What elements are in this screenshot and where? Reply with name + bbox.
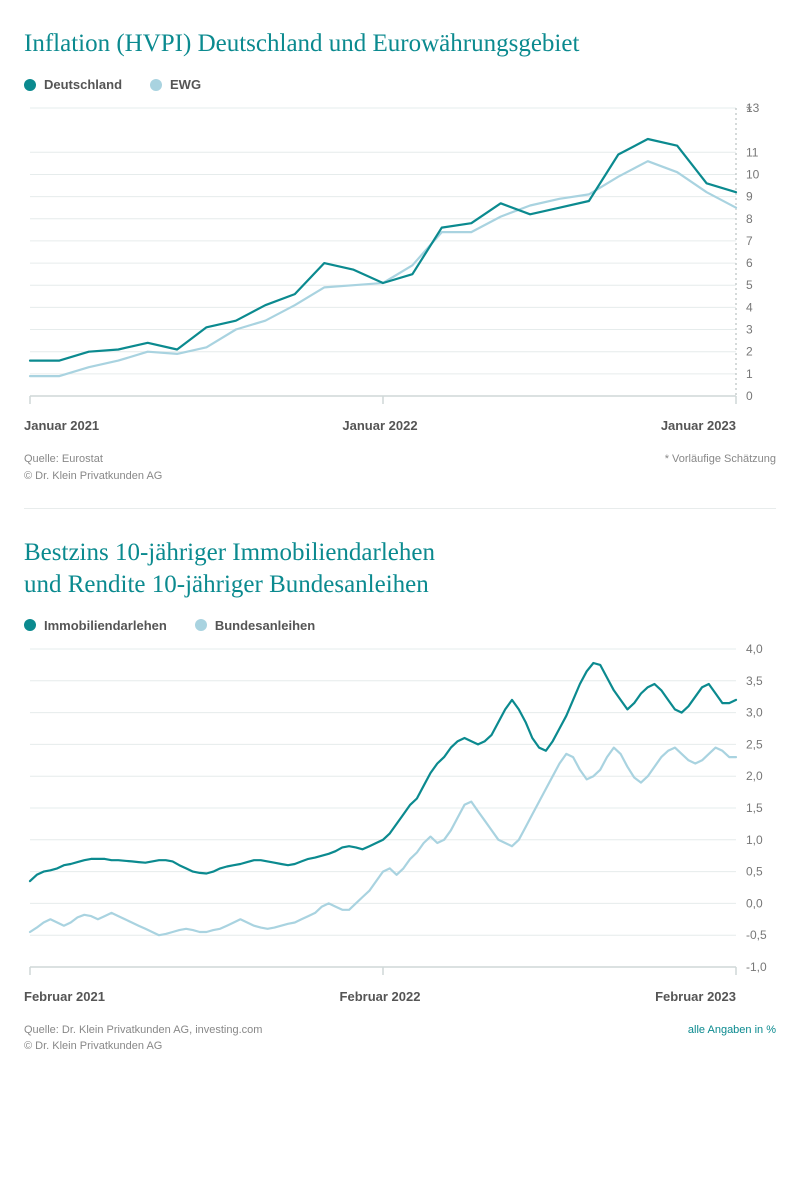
chart-b-plot: -1,0 -0,5 0,0 0,5 1,0 1,5 2,0 2,5 3,0 3,5 4,0 Febr…	[24, 643, 776, 1004]
svg-text:*: *	[746, 103, 752, 120]
chart-b-xlabel-2: Februar 2023	[655, 989, 736, 1004]
legend-swatch-immobiliendarlehen	[24, 619, 36, 631]
legend-label-ewg: EWG	[170, 77, 201, 92]
svg-text:5: 5	[746, 278, 753, 292]
chart-a-xlabels: Januar 2021 Januar 2022 Januar 2023	[24, 418, 776, 433]
chart-b-xlabel-0: Februar 2021	[24, 989, 105, 1004]
chart-a-xlabel-2: Januar 2023	[661, 418, 736, 433]
chart-b-xlabel-1: Februar 2022	[340, 989, 421, 1004]
chart-a-source: Quelle: Eurostat © Dr. Klein Privatkunde…	[24, 451, 162, 484]
svg-text:1,0: 1,0	[746, 833, 763, 847]
svg-text:8: 8	[746, 212, 753, 226]
svg-text:2: 2	[746, 345, 753, 359]
legend-swatch-bundesanleihen	[195, 619, 207, 631]
svg-text:0,5: 0,5	[746, 864, 763, 878]
chart-b-svg: -1,0 -0,5 0,0 0,5 1,0 1,5 2,0 2,5 3,0 3,5 4,0	[24, 643, 776, 983]
svg-text:9: 9	[746, 190, 753, 204]
svg-text:6: 6	[746, 256, 753, 270]
svg-text:11: 11	[746, 146, 759, 160]
chart-a-xlabel-1: Januar 2022	[342, 418, 417, 433]
svg-text:0: 0	[746, 389, 753, 403]
chart-b-legend: Immobiliendarlehen Bundesanleihen	[24, 618, 776, 633]
legend-label-immobiliendarlehen: Immobiliendarlehen	[44, 618, 167, 633]
chart-b-xlabels: Februar 2021 Februar 2022 Februar 2023	[24, 989, 776, 1004]
chart-a-svg: 0123456789101113*	[24, 102, 776, 412]
chart-a-note: * Vorläufige Schätzung	[665, 451, 776, 468]
legend-item-deutschland: Deutschland	[24, 77, 122, 92]
chart-b-note: alle Angaben in %	[688, 1022, 776, 1039]
legend-item-immobiliendarlehen: Immobiliendarlehen	[24, 618, 167, 633]
panel-zinsen: Bestzins 10-jähriger Immobiliendarlehen …	[24, 508, 776, 1073]
legend-swatch-ewg	[150, 79, 162, 91]
svg-text:-1,0: -1,0	[746, 960, 767, 974]
chart-a-source-line-2: © Dr. Klein Privatkunden AG	[24, 468, 162, 485]
chart-a-plot: 0123456789101113* Januar 2021 Januar 202…	[24, 102, 776, 433]
chart-a-title: Inflation (HVPI) Deutschland und Eurowäh…	[24, 28, 776, 59]
chart-a-source-line-1: Quelle: Eurostat	[24, 451, 162, 468]
chart-b-title: Bestzins 10-jähriger Immobiliendarlehen …	[24, 537, 776, 600]
chart-b-source: Quelle: Dr. Klein Privatkunden AG, inves…	[24, 1022, 262, 1055]
legend-label-deutschland: Deutschland	[44, 77, 122, 92]
svg-text:1,5: 1,5	[746, 801, 763, 815]
svg-text:4,0: 4,0	[746, 643, 763, 656]
svg-text:-0,5: -0,5	[746, 928, 767, 942]
chart-a-legend: Deutschland EWG	[24, 77, 776, 92]
panel-inflation: Inflation (HVPI) Deutschland und Eurowäh…	[24, 20, 776, 502]
svg-text:10: 10	[746, 168, 760, 182]
legend-item-ewg: EWG	[150, 77, 201, 92]
page: Inflation (HVPI) Deutschland und Eurowäh…	[0, 0, 800, 1093]
chart-b-footnotes: Quelle: Dr. Klein Privatkunden AG, inves…	[24, 1022, 776, 1055]
svg-text:3: 3	[746, 323, 753, 337]
chart-a-xlabel-0: Januar 2021	[24, 418, 99, 433]
chart-b-source-line-1: Quelle: Dr. Klein Privatkunden AG, inves…	[24, 1022, 262, 1039]
svg-text:1: 1	[746, 367, 753, 381]
svg-text:4: 4	[746, 301, 753, 315]
svg-text:0,0: 0,0	[746, 896, 763, 910]
svg-text:2,0: 2,0	[746, 769, 763, 783]
svg-text:7: 7	[746, 234, 753, 248]
legend-swatch-deutschland	[24, 79, 36, 91]
chart-b-source-line-2: © Dr. Klein Privatkunden AG	[24, 1038, 262, 1055]
svg-text:3,5: 3,5	[746, 674, 763, 688]
legend-item-bundesanleihen: Bundesanleihen	[195, 618, 315, 633]
svg-text:2,5: 2,5	[746, 737, 763, 751]
chart-a-footnotes: Quelle: Eurostat © Dr. Klein Privatkunde…	[24, 451, 776, 484]
legend-label-bundesanleihen: Bundesanleihen	[215, 618, 315, 633]
svg-text:3,0: 3,0	[746, 705, 763, 719]
